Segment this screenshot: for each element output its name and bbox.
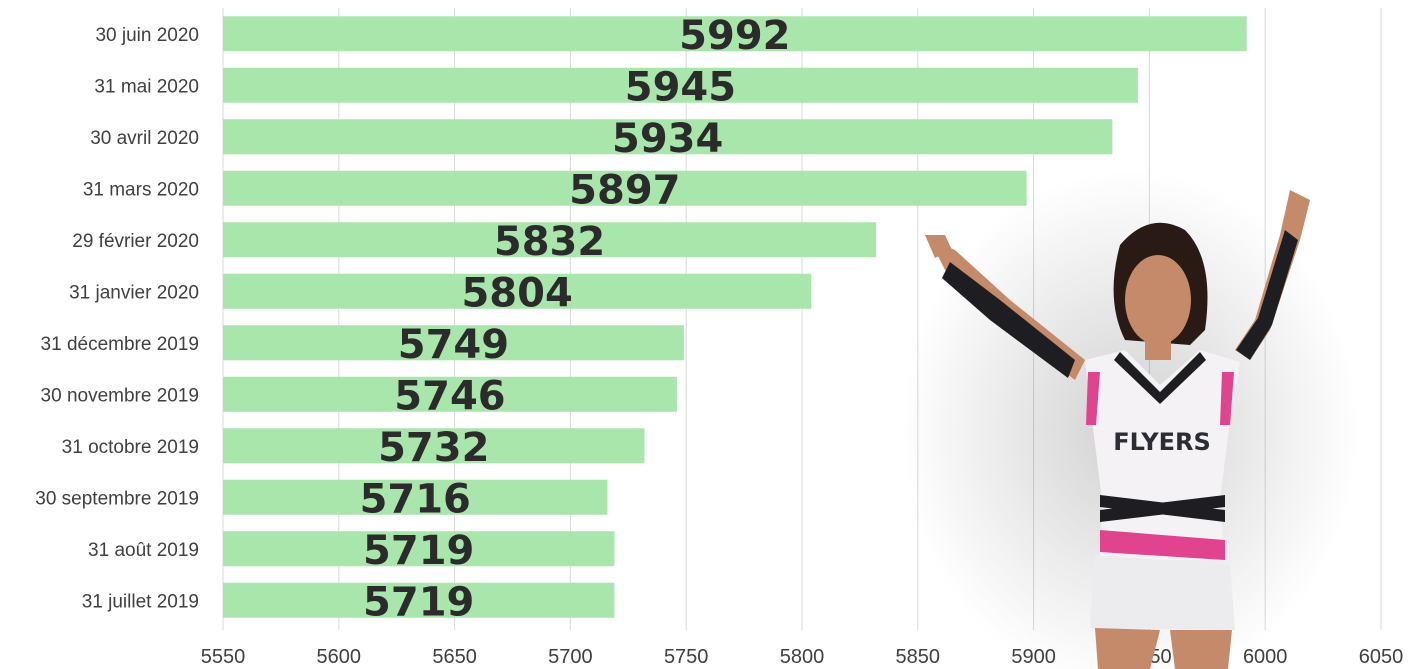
category-label: 31 janvier 2020	[69, 282, 199, 303]
x-tick-label: 6000	[1243, 646, 1288, 668]
neck	[1145, 335, 1171, 360]
category-label: 30 avril 2020	[90, 128, 199, 149]
x-tick-label: 5650	[432, 646, 477, 668]
category-label: 31 décembre 2019	[41, 334, 199, 355]
x-tick-label: 6050	[1359, 646, 1404, 668]
bar	[223, 16, 1247, 52]
x-tick-label: 5600	[317, 646, 362, 668]
category-label: 30 juin 2020	[95, 25, 199, 46]
data-label: 5897	[569, 167, 680, 213]
category-label: 30 septembre 2019	[35, 488, 199, 509]
category-label: 30 novembre 2019	[41, 385, 199, 406]
category-label: 31 octobre 2019	[62, 437, 199, 458]
jersey-text: FLYERS	[1113, 428, 1211, 456]
left-sleeve	[942, 262, 1075, 378]
skirt	[1090, 555, 1235, 630]
x-tick-label: 5700	[548, 646, 593, 668]
uniform-trim-left	[1086, 372, 1100, 425]
data-label: 5992	[679, 13, 790, 59]
category-label: 29 février 2020	[72, 231, 199, 252]
left-hand	[925, 235, 952, 258]
uniform-cross-band-2	[1100, 495, 1225, 522]
category-label: 31 juillet 2019	[82, 591, 199, 612]
data-label: 5746	[394, 373, 505, 419]
value-labels: 5992 5945 5934 5897 5832 5804 5749 5746 5732 5716…	[360, 13, 791, 626]
category-label: 31 mars 2020	[83, 179, 199, 200]
bars-layer	[223, 16, 1247, 618]
x-tick-label: 5750	[664, 646, 709, 668]
bar	[223, 119, 1113, 155]
data-label: 5749	[398, 322, 509, 368]
bar	[223, 428, 645, 464]
data-label: 5732	[378, 425, 489, 471]
category-label: 31 mai 2020	[94, 76, 199, 97]
category-label: 31 août 2019	[88, 540, 199, 561]
bar	[223, 325, 684, 361]
bar	[223, 273, 812, 309]
bar	[223, 170, 1027, 206]
bar	[223, 479, 608, 515]
right-sleeve	[1236, 230, 1298, 360]
uniform-neckline	[1114, 352, 1206, 404]
data-label: 5719	[363, 528, 474, 574]
data-label: 5832	[494, 219, 605, 265]
uniform-waist-band	[1100, 530, 1225, 560]
x-tick-label: 5850	[896, 646, 941, 668]
data-label: 5804	[461, 270, 572, 316]
cheerleader-illustration: FLYERS	[900, 170, 1360, 669]
bar	[223, 67, 1138, 103]
bar	[223, 531, 615, 567]
x-tick-label: 5550	[201, 646, 246, 668]
face	[1125, 255, 1191, 345]
category-labels: 30 juin 2020 31 mai 2020 30 avril 2020 31 m…	[35, 25, 199, 613]
data-label: 5716	[360, 476, 471, 522]
bar	[223, 376, 677, 412]
data-label: 5934	[612, 116, 723, 162]
uniform-trim-right	[1220, 372, 1234, 425]
right-leg	[1170, 630, 1232, 669]
x-tick-label: 5800	[780, 646, 825, 668]
data-label: 5719	[363, 579, 474, 625]
bar	[223, 222, 877, 258]
left-leg	[1095, 628, 1160, 669]
bar	[223, 582, 615, 618]
data-label: 5945	[625, 64, 736, 110]
